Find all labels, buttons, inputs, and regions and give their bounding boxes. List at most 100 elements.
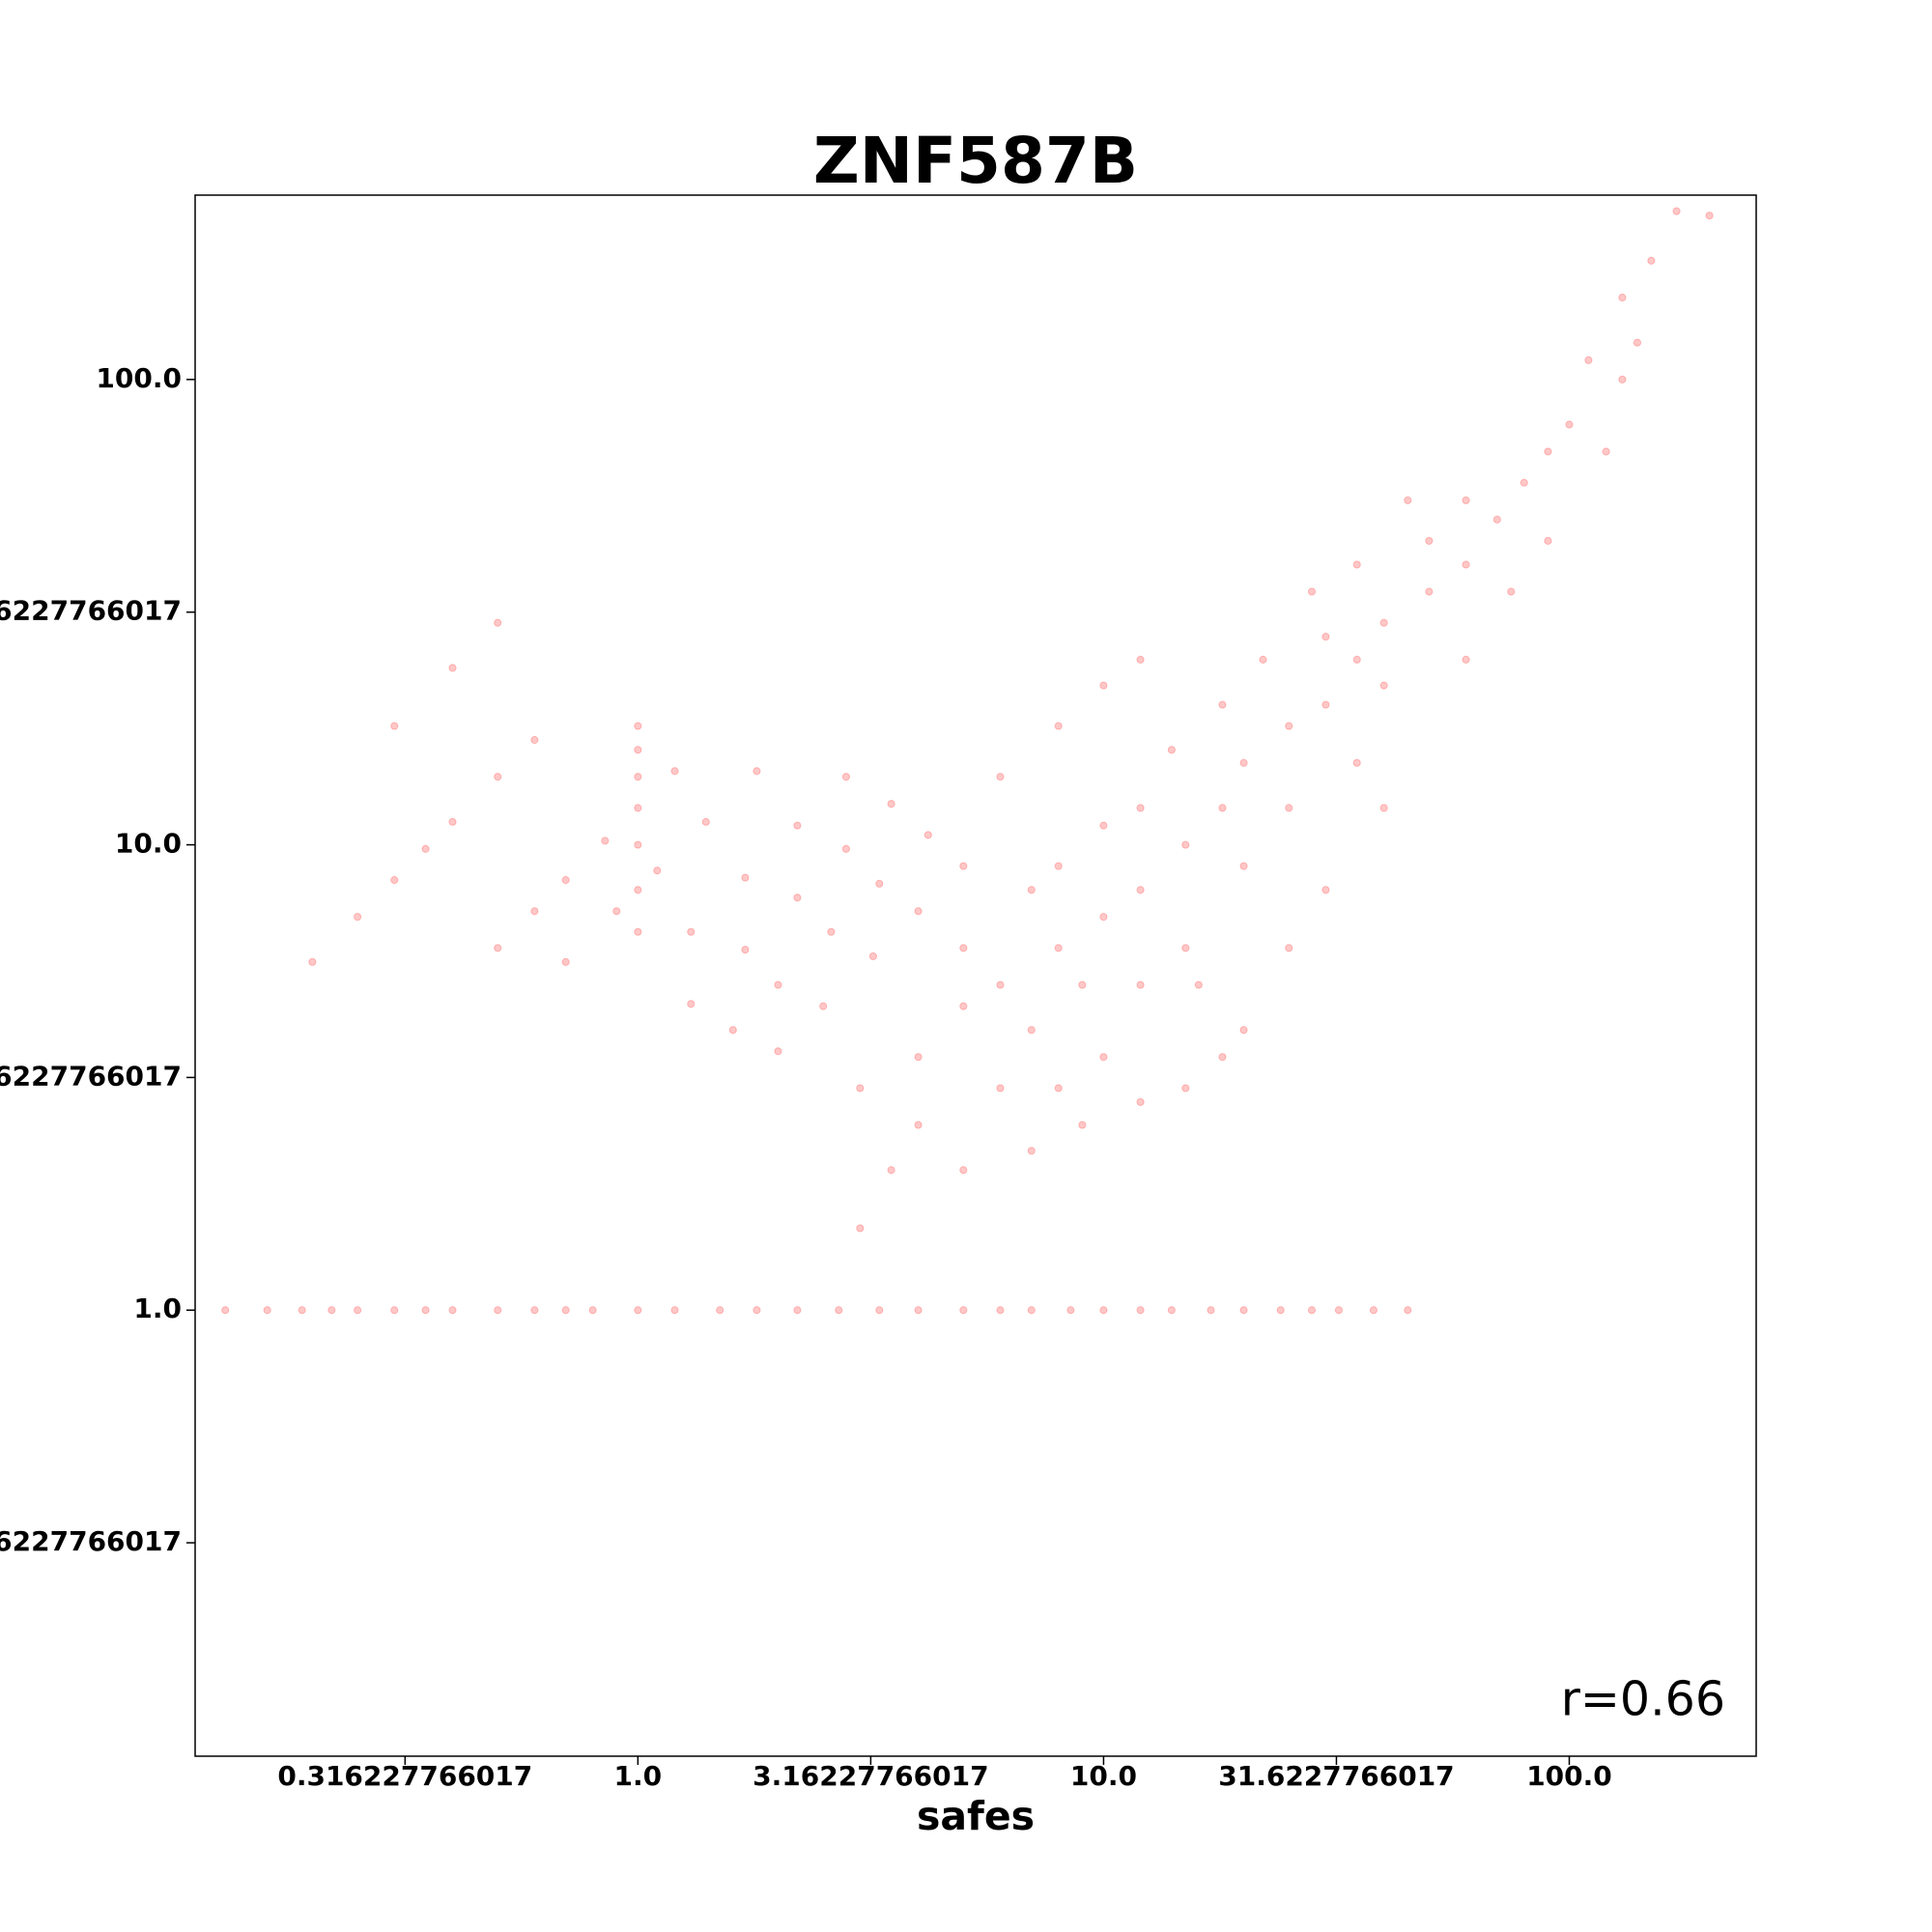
y-tick-label: 0.316227766017: [0, 1525, 182, 1557]
scatter-point: [390, 875, 399, 885]
scatter-point: [1285, 804, 1293, 812]
scatter-point: [421, 844, 430, 853]
scatter-point: [1544, 447, 1552, 456]
scatter-point: [793, 821, 802, 830]
scatter-point: [1027, 1306, 1036, 1315]
scatter-point: [835, 1306, 843, 1315]
scatter-point: [634, 886, 642, 895]
scatter-point: [1285, 722, 1293, 730]
scatter-point: [1705, 212, 1714, 220]
scatter-point: [1136, 980, 1145, 989]
scatter-point: [263, 1306, 271, 1315]
scatter-point: [1207, 1306, 1215, 1315]
y-tick-label: 3.16227766017: [0, 1060, 182, 1092]
scatter-point: [1239, 1306, 1248, 1315]
scatter-point: [1218, 700, 1227, 709]
scatter-point: [1584, 355, 1593, 365]
scatter-point: [753, 767, 761, 776]
scatter-point: [914, 1053, 923, 1062]
scatter-point: [1027, 1147, 1036, 1155]
scatter-point: [390, 1306, 399, 1315]
scatter-point: [1239, 1026, 1248, 1035]
scatter-point: [1239, 862, 1248, 870]
scatter-point: [1181, 1084, 1190, 1093]
scatter-point: [716, 1306, 724, 1315]
scatter-point: [670, 767, 679, 776]
scatter-point: [448, 817, 457, 826]
scatter-point: [959, 1306, 968, 1315]
x-tick-label: 1.0: [614, 1760, 663, 1792]
scatter-point: [793, 894, 802, 902]
scatter-point: [1099, 913, 1108, 922]
scatter-point: [856, 1084, 865, 1093]
x-axis-label: safes: [917, 1793, 1035, 1839]
scatter-point: [1321, 633, 1330, 641]
y-tick-label: 10.0: [115, 828, 182, 860]
scatter-point: [561, 1306, 570, 1315]
scatter-point: [1099, 1306, 1108, 1315]
scatter-point: [1462, 655, 1470, 664]
scatter-point: [1136, 804, 1145, 812]
scatter-point: [390, 722, 399, 730]
scatter-point: [221, 1306, 230, 1315]
scatter-point: [1404, 496, 1412, 505]
scatter-point: [819, 1002, 828, 1010]
x-tick-label: 3.16227766017: [753, 1760, 988, 1792]
scatter-point: [701, 817, 710, 826]
scatter-point: [670, 1306, 679, 1315]
scatter-point: [1425, 587, 1434, 596]
scatter-point: [793, 1306, 802, 1315]
y-tick-label: 1.0: [133, 1293, 182, 1324]
scatter-point: [308, 957, 317, 966]
scatter-point: [923, 831, 932, 839]
scatter-point: [1167, 746, 1176, 754]
correlation-annotation: r=0.66: [1561, 1672, 1725, 1727]
scatter-point: [327, 1306, 336, 1315]
scatter-point: [494, 944, 502, 952]
scatter-point: [634, 722, 642, 730]
scatter-point: [914, 1121, 923, 1129]
scatter-point: [1276, 1306, 1285, 1315]
scatter-point: [421, 1306, 430, 1315]
scatter-point: [841, 773, 851, 781]
x-tick-label: 10.0: [1070, 1760, 1137, 1792]
scatter-point: [1672, 207, 1681, 215]
scatter-point: [1379, 804, 1388, 812]
x-tick-label: 31.6227766017: [1218, 1760, 1454, 1792]
scatter-point: [530, 1306, 539, 1315]
scatter-point: [634, 1306, 642, 1315]
scatter-point: [1054, 862, 1063, 870]
scatter-point: [1194, 980, 1203, 989]
x-tick-label: 0.316227766017: [277, 1760, 532, 1792]
scatter-point: [1321, 886, 1330, 895]
scatter-point: [959, 862, 968, 870]
scatter-point: [1618, 375, 1627, 384]
scatter-point: [1404, 1306, 1412, 1315]
scatter-point: [653, 867, 662, 875]
scatter-point: [741, 873, 750, 882]
scatter-point: [1507, 587, 1516, 596]
scatter-point: [875, 879, 884, 888]
scatter-point: [1492, 515, 1501, 524]
scatter-point: [959, 944, 968, 952]
scatter-point: [1136, 1306, 1145, 1315]
scatter-point: [856, 1224, 865, 1233]
scatter-point: [1462, 496, 1470, 505]
scatter-point: [634, 746, 642, 754]
scatter-point: [1027, 886, 1036, 895]
scatter-point: [827, 927, 836, 936]
scatter-point: [1369, 1306, 1378, 1315]
scatter-point: [448, 1306, 457, 1315]
scatter-point: [1602, 447, 1610, 456]
scatter-point: [1462, 560, 1470, 569]
scatter-point: [354, 913, 362, 922]
scatter-point: [1218, 1053, 1227, 1062]
scatter-point: [1259, 655, 1267, 664]
scatter-point: [1066, 1306, 1075, 1315]
scatter-point: [298, 1306, 306, 1315]
scatter-point: [741, 946, 750, 954]
scatter-point: [996, 980, 1005, 989]
scatter-point: [634, 927, 642, 936]
